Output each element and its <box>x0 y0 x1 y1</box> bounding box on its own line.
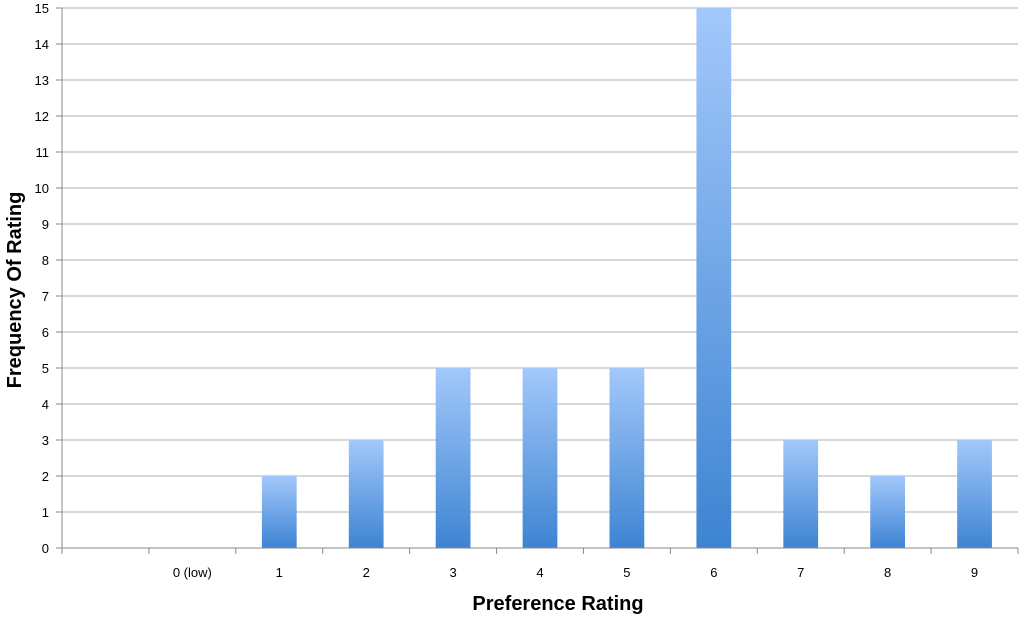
x-axis-title: Preference Rating <box>472 593 643 615</box>
bar <box>522 368 558 548</box>
y-tick-label: 7 <box>42 289 49 304</box>
x-tick-label: 4 <box>536 565 543 580</box>
bar <box>609 368 645 548</box>
bar <box>783 440 819 548</box>
y-tick-label: 2 <box>42 469 49 484</box>
bars <box>261 8 992 548</box>
y-tick-label: 13 <box>35 73 49 88</box>
y-tick-label: 3 <box>42 433 49 448</box>
bar <box>348 440 384 548</box>
bar <box>696 8 732 548</box>
y-tick-label: 5 <box>42 361 49 376</box>
x-tick-label: 5 <box>623 565 630 580</box>
bar <box>870 476 906 548</box>
x-tick-label: 2 <box>363 565 370 580</box>
x-tick-label: 8 <box>884 565 891 580</box>
y-tick-label: 15 <box>35 1 49 16</box>
y-tick-label: 4 <box>42 397 49 412</box>
y-tick-label: 6 <box>42 325 49 340</box>
y-tick-label: 10 <box>35 181 49 196</box>
x-tick-label: 3 <box>449 565 456 580</box>
x-tick-label: 7 <box>797 565 804 580</box>
y-tick-label: 14 <box>35 37 49 52</box>
y-tick-label: 11 <box>36 145 50 160</box>
y-axis-title: Frequency Of Rating <box>4 192 26 389</box>
y-tick-label: 8 <box>42 253 49 268</box>
x-tick-label: 0 (low) <box>173 565 212 580</box>
axes <box>61 8 1019 554</box>
bar <box>957 440 992 548</box>
y-tick-label: 9 <box>42 217 49 232</box>
y-tick-label: 1 <box>42 505 49 520</box>
y-tick-label: 0 <box>42 541 49 556</box>
y-tick-label: 12 <box>35 109 49 124</box>
bar <box>261 476 297 548</box>
x-tick-label: 1 <box>276 565 283 580</box>
x-tick-label: 9 <box>971 565 978 580</box>
x-tick-label: 6 <box>710 565 717 580</box>
x-tick-labels: 0 (low) 1 2 3 4 5 6 7 8 9 <box>173 565 978 580</box>
bar <box>435 368 471 548</box>
